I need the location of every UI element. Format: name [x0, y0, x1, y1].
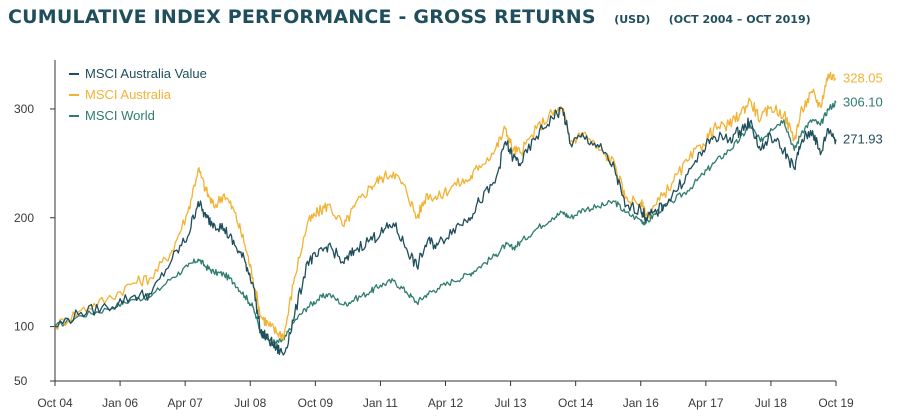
x-tick-label: Jul 08 — [234, 396, 266, 410]
end-value-value: 271.93 — [843, 131, 883, 146]
period-label: (OCT 2004 – OCT 2019) — [668, 13, 811, 26]
currency-label: (USD) — [614, 13, 651, 26]
chart-title-block: CUMULATIVE INDEX PERFORMANCE - GROSS RET… — [8, 6, 811, 28]
legend-label-value: MSCI Australia Value — [85, 66, 207, 81]
series-line-world — [54, 100, 837, 346]
x-tick-label: Jul 18 — [755, 396, 787, 410]
x-tick-label: Jan 06 — [102, 396, 138, 410]
x-tick-label: Jul 13 — [495, 396, 527, 410]
end-value-world: 306.10 — [843, 94, 883, 109]
legend-label-australia: MSCI Australia — [85, 87, 172, 102]
y-tick-label: 50 — [14, 374, 28, 388]
x-tick-label: Jan 16 — [623, 396, 659, 410]
chart-title: CUMULATIVE INDEX PERFORMANCE - GROSS RET… — [8, 6, 596, 28]
x-tick-label: Oct 09 — [298, 396, 334, 410]
series-line-australia — [54, 71, 837, 342]
y-tick-label: 200 — [14, 211, 34, 225]
x-tick-label: Oct 04 — [37, 396, 73, 410]
x-tick-label: Jan 11 — [363, 396, 398, 410]
x-tick-label: Apr 17 — [688, 396, 724, 410]
x-tick-label: Apr 12 — [428, 396, 464, 410]
x-tick-label: Oct 19 — [818, 396, 854, 410]
legend-label-world: MSCI World — [85, 108, 155, 123]
x-tick-label: Apr 07 — [167, 396, 203, 410]
end-value-australia: 328.05 — [843, 70, 883, 85]
series-line-value — [54, 106, 837, 356]
y-tick-label: 300 — [14, 102, 34, 116]
y-tick-label: 100 — [14, 320, 34, 334]
x-tick-label: Oct 14 — [558, 396, 594, 410]
